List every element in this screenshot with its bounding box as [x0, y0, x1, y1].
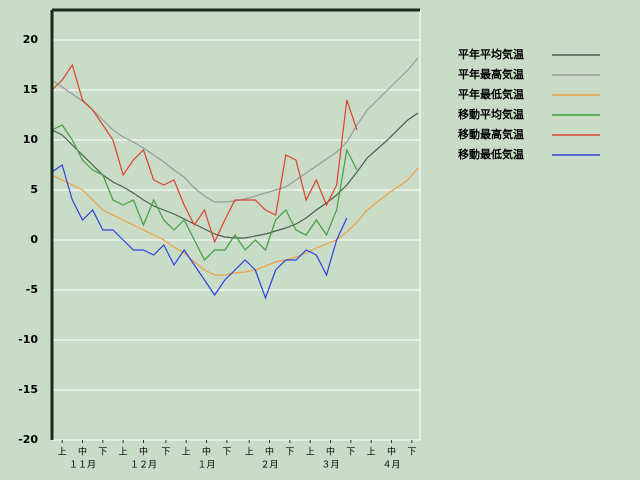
month-label: ４月	[383, 460, 401, 471]
series-line	[51, 167, 419, 276]
x-tick-label: 中	[202, 446, 211, 458]
x-tick-label: 上	[367, 447, 376, 458]
month-label: ３月	[322, 460, 340, 471]
y-tick-label: -15	[18, 383, 38, 396]
month-label: １１月	[69, 460, 96, 471]
x-tick-label: 上	[306, 447, 315, 458]
y-tick-label: -10	[18, 333, 38, 346]
x-tick-label: 中	[78, 446, 87, 458]
x-tick-label: 下	[285, 448, 294, 458]
legend-label: 平年最高気温	[458, 67, 524, 81]
x-tick-label: 中	[139, 446, 148, 458]
y-tick-label: 20	[23, 33, 39, 46]
y-tick-label: 15	[23, 83, 38, 96]
x-tick-label: 下	[161, 448, 170, 458]
y-tick-label: -20	[18, 433, 38, 446]
month-label: １２月	[130, 460, 157, 471]
series-line	[51, 112, 419, 239]
y-tick-label: -5	[26, 283, 38, 296]
x-tick-label: 上	[58, 447, 67, 458]
y-tick-label: 0	[30, 233, 38, 246]
y-tick-label: 5	[30, 183, 38, 196]
x-tick-label: 下	[222, 448, 231, 458]
series-line	[51, 124, 358, 262]
x-tick-label: 下	[407, 448, 416, 458]
x-tick-label: 上	[119, 447, 128, 458]
x-tick-label: 中	[387, 446, 396, 458]
legend-label: 移動最低気温	[458, 147, 524, 161]
series-line	[51, 164, 348, 300]
legend-label: 移動平均気温	[458, 107, 524, 121]
y-tick-label: 10	[23, 133, 39, 146]
x-tick-label: 中	[265, 446, 274, 458]
x-tick-label: 上	[245, 447, 254, 458]
x-tick-label: 上	[182, 447, 191, 458]
month-label: １月	[198, 460, 216, 471]
month-label: ２月	[261, 460, 279, 471]
legend-label: 平年最低気温	[458, 87, 524, 101]
series-line	[51, 63, 358, 244]
legend-label: 移動最高気温	[458, 127, 524, 141]
legend-label: 平年平均気温	[458, 47, 524, 61]
x-tick-label: 下	[98, 448, 107, 458]
x-tick-label: 下	[346, 448, 355, 458]
x-tick-label: 中	[326, 446, 335, 458]
